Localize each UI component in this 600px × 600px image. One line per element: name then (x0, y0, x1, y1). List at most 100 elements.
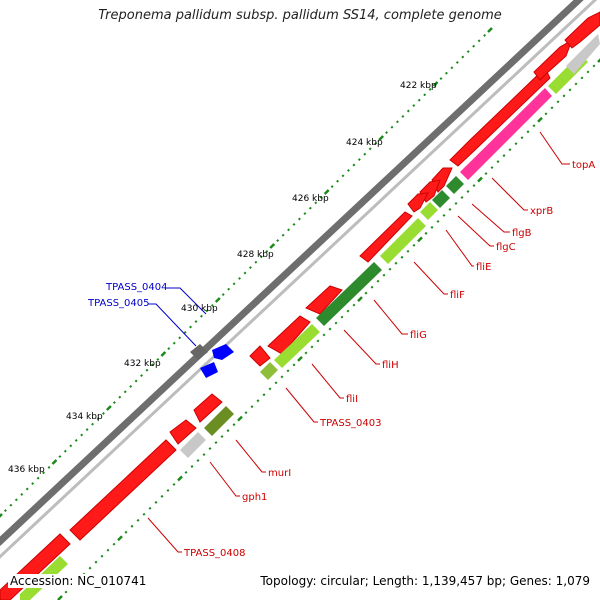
minor-tick (352, 303, 356, 307)
gene-arrow-flgC[interactable] (407, 192, 429, 213)
major-tick (214, 297, 221, 303)
gene-label-fliF[interactable]: fliF (450, 290, 465, 301)
minor-tick (227, 287, 231, 291)
minor-tick (74, 438, 78, 442)
gene-label-flgC[interactable]: flgC (496, 242, 516, 253)
gray-feature-1 (566, 34, 600, 74)
minor-tick (112, 542, 116, 546)
minor-tick (118, 395, 122, 399)
major-tick (378, 135, 384, 141)
gene-label-fliI[interactable]: fliI (346, 394, 358, 405)
minor-tick (363, 152, 367, 156)
scale-label: 432 kbp (124, 359, 161, 369)
page-title: Treponema pallidum subsp. pallidum SS14,… (98, 8, 502, 23)
minor-tick (199, 314, 203, 318)
minor-tick (461, 55, 465, 59)
minor-tick (346, 309, 350, 313)
gene-label-xprB[interactable]: xprB (530, 206, 553, 217)
gene-label-TPASS_0403[interactable]: TPASS_0403 (319, 418, 381, 429)
minor-tick (189, 325, 193, 329)
gene-label-fliG[interactable]: fliG (410, 330, 427, 341)
minor-tick (205, 309, 209, 313)
major-tick (487, 27, 493, 33)
scale-label: 428 kbp (237, 250, 274, 260)
minor-tick (319, 195, 323, 199)
minor-tick (183, 330, 187, 334)
minor-tick (85, 428, 89, 432)
minor-tick (286, 369, 290, 373)
minor-tick (308, 206, 312, 210)
gene-arrow-1[interactable] (533, 38, 573, 81)
gene-arrow-fliG[interactable] (267, 315, 311, 355)
scale-ticks-outer (0, 27, 493, 518)
minor-tick (442, 213, 446, 217)
minor-tick (156, 357, 160, 361)
gene-label-fliE[interactable]: fliE (476, 262, 491, 273)
minor-tick (400, 255, 404, 259)
minor-tick (178, 336, 182, 340)
minor-tick (556, 100, 560, 104)
minor-tick (91, 422, 95, 426)
gene-label-topA[interactable]: topA (572, 160, 595, 171)
gene-arrow-fliI[interactable] (249, 345, 271, 367)
minor-tick (208, 447, 212, 451)
major-tick (106, 405, 112, 411)
minor-tick (394, 261, 398, 265)
major-tick (597, 58, 600, 63)
gene-arrow-murI[interactable] (193, 393, 223, 423)
minor-tick (406, 249, 410, 253)
major-tick (160, 351, 167, 357)
gray-small-feature[interactable] (190, 344, 208, 360)
minor-tick (64, 590, 68, 594)
minor-tick (532, 124, 536, 128)
minor-tick (502, 154, 506, 158)
minor-tick (232, 423, 236, 427)
minor-tick (444, 71, 448, 75)
minor-tick (336, 179, 340, 183)
minor-tick (385, 131, 389, 135)
minor-tick (297, 217, 301, 221)
gene-leader-lines (147, 131, 570, 553)
minor-tick (160, 494, 164, 498)
minor-tick (460, 196, 464, 199)
feature-label-TPASS_0404[interactable]: TPASS_0404 (105, 282, 167, 293)
major-tick (237, 415, 243, 422)
minor-tick (194, 320, 198, 324)
minor-tick (244, 411, 248, 415)
gene-arrow-gph1[interactable] (169, 419, 197, 445)
minor-tick (3, 509, 7, 513)
gene-label-flgB[interactable]: flgB (512, 228, 532, 239)
gene-arrow-TPASS_0408[interactable] (69, 439, 177, 541)
minor-tick (466, 50, 470, 54)
minor-tick (274, 381, 278, 385)
minor-tick (448, 207, 452, 211)
minor-tick (106, 548, 110, 552)
major-tick (537, 116, 543, 123)
blue-feature-0404[interactable] (212, 344, 234, 360)
gene-label-murI[interactable]: murI (268, 468, 291, 479)
minor-tick (436, 219, 440, 223)
minor-tick (42, 471, 46, 475)
gene-arrow-fliF[interactable] (305, 285, 343, 315)
minor-tick (304, 351, 308, 355)
minor-tick (150, 363, 154, 367)
minor-tick (166, 488, 170, 492)
gene-label-TPASS_0408[interactable]: TPASS_0408 (183, 548, 245, 559)
pink-feature (460, 88, 552, 180)
gene-arrow-topA[interactable] (449, 67, 551, 167)
minor-tick (340, 315, 344, 319)
feature-label-TPASS_0405[interactable]: TPASS_0405 (87, 298, 149, 309)
lightgreen-feature-3 (380, 218, 426, 264)
gene-label-fliH[interactable]: fliH (382, 360, 399, 371)
minor-tick (303, 212, 307, 216)
minor-tick (130, 524, 134, 528)
minor-tick (100, 554, 104, 558)
minor-tick (190, 465, 194, 468)
minor-tick (142, 512, 146, 516)
blue-feature-0405[interactable] (200, 362, 218, 378)
minor-tick (96, 417, 100, 421)
minor-tick (330, 185, 334, 189)
gene-arrow-fliE[interactable] (359, 211, 413, 263)
gene-arrow-2[interactable] (564, 11, 600, 49)
gene-label-gph1[interactable]: gph1 (242, 492, 267, 503)
